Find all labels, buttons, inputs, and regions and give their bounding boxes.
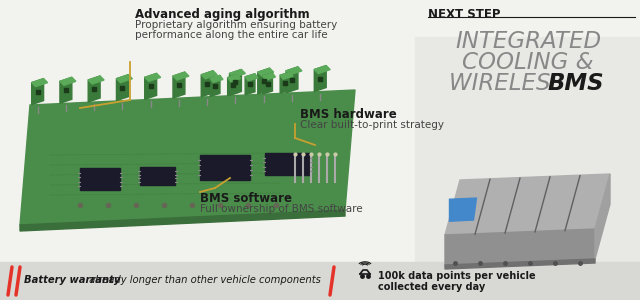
Polygon shape xyxy=(245,74,255,95)
Bar xyxy=(80,168,120,190)
Text: collected every day: collected every day xyxy=(378,282,485,292)
Polygon shape xyxy=(230,70,241,95)
Polygon shape xyxy=(262,73,275,80)
Polygon shape xyxy=(314,66,326,92)
Polygon shape xyxy=(286,67,302,75)
Text: Advanced aging algorithm: Advanced aging algorithm xyxy=(135,8,310,21)
Polygon shape xyxy=(445,229,595,265)
Polygon shape xyxy=(60,77,76,85)
Polygon shape xyxy=(20,90,355,225)
Text: NEXT STEP: NEXT STEP xyxy=(428,8,500,21)
Bar xyxy=(200,155,250,180)
Text: COOLING &: COOLING & xyxy=(462,51,594,74)
Polygon shape xyxy=(20,210,345,231)
Text: Proprietary algorithm ensuring battery: Proprietary algorithm ensuring battery xyxy=(135,20,337,30)
Text: BMS software: BMS software xyxy=(200,192,292,205)
Polygon shape xyxy=(262,73,273,94)
Polygon shape xyxy=(173,72,185,98)
Bar xyxy=(140,167,175,185)
Polygon shape xyxy=(173,72,189,80)
Polygon shape xyxy=(258,68,274,76)
Bar xyxy=(0,262,640,300)
Text: Clear built-to-print strategy: Clear built-to-print strategy xyxy=(300,120,444,130)
Text: BMS: BMS xyxy=(548,72,604,95)
Text: already longer than other vehicle components: already longer than other vehicle compon… xyxy=(86,275,321,285)
Polygon shape xyxy=(230,70,245,77)
Text: 100k data points per vehicle: 100k data points per vehicle xyxy=(378,271,536,281)
Text: WIRELESS: WIRELESS xyxy=(449,72,571,95)
Polygon shape xyxy=(145,74,161,81)
Polygon shape xyxy=(258,68,269,94)
Polygon shape xyxy=(228,75,237,96)
Text: INTEGRATED: INTEGRATED xyxy=(455,30,601,53)
Polygon shape xyxy=(445,259,595,269)
Bar xyxy=(265,153,310,175)
Polygon shape xyxy=(228,75,241,82)
Polygon shape xyxy=(145,74,157,99)
Polygon shape xyxy=(88,76,104,84)
Polygon shape xyxy=(31,79,44,105)
Polygon shape xyxy=(245,74,258,81)
Text: BMS hardware: BMS hardware xyxy=(300,108,397,121)
Polygon shape xyxy=(314,66,330,74)
Polygon shape xyxy=(116,75,129,101)
Polygon shape xyxy=(210,75,220,96)
Polygon shape xyxy=(449,198,477,221)
Text: performance along the entire car life: performance along the entire car life xyxy=(135,30,328,40)
Text: Battery warranty: Battery warranty xyxy=(24,275,120,285)
Polygon shape xyxy=(31,79,47,87)
Polygon shape xyxy=(445,174,610,235)
Polygon shape xyxy=(286,67,298,93)
Polygon shape xyxy=(210,75,223,82)
Polygon shape xyxy=(595,174,610,259)
Polygon shape xyxy=(201,71,213,97)
Text: Full ownership of BMS software: Full ownership of BMS software xyxy=(200,204,363,214)
Polygon shape xyxy=(280,72,290,93)
Polygon shape xyxy=(60,77,72,103)
Polygon shape xyxy=(201,71,217,79)
Polygon shape xyxy=(116,75,132,83)
Polygon shape xyxy=(280,72,293,79)
Bar xyxy=(415,37,640,262)
Polygon shape xyxy=(88,76,100,102)
